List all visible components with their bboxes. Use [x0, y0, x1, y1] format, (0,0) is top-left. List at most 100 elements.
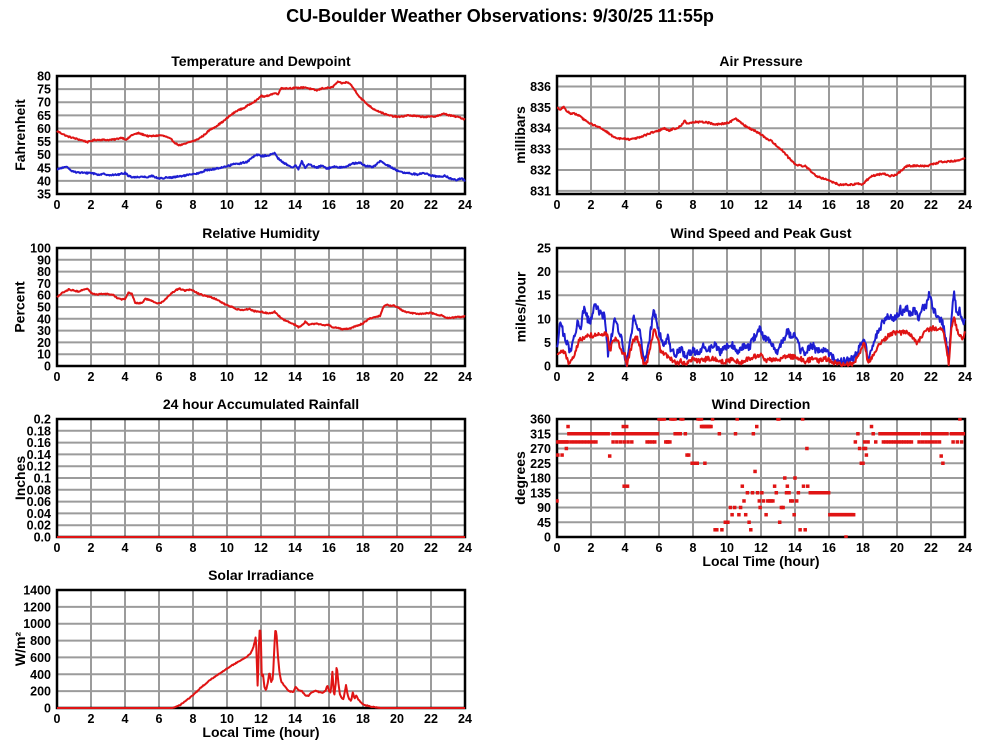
svg-text:24: 24: [458, 712, 472, 726]
svg-text:2: 2: [88, 541, 95, 555]
svg-text:8: 8: [190, 198, 197, 212]
svg-text:24: 24: [458, 198, 472, 212]
svg-text:16: 16: [322, 198, 336, 212]
svg-text:4: 4: [122, 198, 129, 212]
chart-title-wind-speed: Wind Speed and Peak Gust: [670, 225, 852, 241]
svg-text:15: 15: [537, 289, 551, 303]
svg-text:22: 22: [424, 541, 438, 555]
svg-text:315: 315: [530, 427, 551, 441]
svg-text:10: 10: [220, 712, 234, 726]
svg-text:0.06: 0.06: [27, 495, 51, 509]
chart-title-pressure: Air Pressure: [719, 53, 803, 69]
svg-text:45: 45: [37, 161, 51, 175]
svg-text:18: 18: [856, 198, 870, 212]
svg-text:24: 24: [458, 370, 472, 384]
svg-text:360: 360: [530, 413, 551, 427]
svg-text:18: 18: [356, 541, 370, 555]
svg-text:20: 20: [390, 198, 404, 212]
svg-text:6: 6: [656, 541, 663, 555]
svg-text:10: 10: [37, 348, 51, 362]
svg-text:20: 20: [537, 265, 551, 279]
svg-text:10: 10: [720, 370, 734, 384]
svg-text:14: 14: [288, 198, 302, 212]
svg-text:835: 835: [530, 101, 551, 115]
svg-text:6: 6: [156, 541, 163, 555]
svg-text:16: 16: [322, 541, 336, 555]
svg-text:18: 18: [856, 541, 870, 555]
svg-text:10: 10: [220, 198, 234, 212]
svg-text:22: 22: [424, 370, 438, 384]
svg-text:22: 22: [424, 198, 438, 212]
svg-text:8: 8: [190, 541, 197, 555]
svg-text:0: 0: [54, 198, 61, 212]
page-title: CU-Boulder Weather Observations: 9/30/25…: [286, 6, 714, 26]
svg-text:45: 45: [537, 516, 551, 530]
svg-text:16: 16: [822, 370, 836, 384]
svg-text:20: 20: [890, 198, 904, 212]
svg-text:65: 65: [37, 109, 51, 123]
svg-text:135: 135: [530, 486, 551, 500]
svg-text:70: 70: [37, 277, 51, 291]
svg-text:16: 16: [322, 712, 336, 726]
chart-title-temperature: Temperature and Dewpoint: [171, 53, 351, 69]
svg-text:180: 180: [530, 472, 551, 486]
wind-direction-chart: Wind Direction degrees 0 45 90 135 180 225 270…: [500, 383, 1000, 575]
svg-text:0.04: 0.04: [27, 507, 51, 521]
svg-text:2: 2: [588, 541, 595, 555]
svg-text:50: 50: [37, 148, 51, 162]
svg-text:22: 22: [424, 712, 438, 726]
svg-text:834: 834: [530, 122, 551, 136]
svg-text:20: 20: [37, 336, 51, 350]
svg-text:55: 55: [37, 135, 51, 149]
wind-speed-gust-chart: Wind Speed and Peak Gust miles/hour 0 5 10…: [500, 212, 1000, 404]
svg-text:0.2: 0.2: [34, 413, 51, 427]
svg-text:6: 6: [156, 712, 163, 726]
svg-text:18: 18: [356, 370, 370, 384]
svg-text:20: 20: [390, 370, 404, 384]
svg-text:20: 20: [390, 541, 404, 555]
svg-text:24: 24: [958, 198, 972, 212]
svg-text:5: 5: [544, 336, 551, 350]
svg-text:0: 0: [44, 360, 51, 374]
svg-text:14: 14: [788, 370, 802, 384]
svg-text:50: 50: [37, 301, 51, 315]
svg-text:833: 833: [530, 143, 551, 157]
solar-irradiance-chart: Solar Irradiance W/m² 0 200 400 600 800 1000 1…: [0, 554, 500, 745]
svg-text:12: 12: [254, 712, 268, 726]
svg-text:8: 8: [690, 198, 697, 212]
svg-text:1400: 1400: [23, 584, 51, 598]
svg-text:40: 40: [37, 174, 51, 188]
svg-text:14: 14: [288, 712, 302, 726]
svg-text:14: 14: [788, 541, 802, 555]
x-axis-label-solar: Local Time (hour): [202, 724, 320, 740]
svg-text:10: 10: [220, 370, 234, 384]
svg-text:0.08: 0.08: [27, 483, 51, 497]
svg-text:60: 60: [37, 122, 51, 136]
svg-text:8: 8: [690, 541, 697, 555]
svg-text:12: 12: [254, 541, 268, 555]
svg-text:20: 20: [390, 712, 404, 726]
svg-text:35: 35: [37, 188, 51, 202]
svg-text:16: 16: [822, 541, 836, 555]
svg-text:200: 200: [30, 685, 51, 699]
svg-text:2: 2: [588, 198, 595, 212]
svg-text:4: 4: [122, 541, 129, 555]
svg-text:0.12: 0.12: [27, 460, 51, 474]
svg-text:0: 0: [54, 541, 61, 555]
svg-text:80: 80: [37, 265, 51, 279]
svg-text:0.14: 0.14: [27, 448, 51, 462]
svg-text:800: 800: [30, 634, 51, 648]
svg-text:22: 22: [924, 198, 938, 212]
svg-text:6: 6: [656, 198, 663, 212]
svg-text:14: 14: [788, 198, 802, 212]
air-pressure-chart: Air Pressure millibars 831 832 833 834 835 83…: [500, 40, 1000, 232]
svg-text:0: 0: [544, 531, 551, 545]
svg-text:10: 10: [537, 312, 551, 326]
svg-text:8: 8: [190, 712, 197, 726]
svg-text:10: 10: [220, 541, 234, 555]
svg-text:600: 600: [30, 651, 51, 665]
svg-text:14: 14: [288, 541, 302, 555]
